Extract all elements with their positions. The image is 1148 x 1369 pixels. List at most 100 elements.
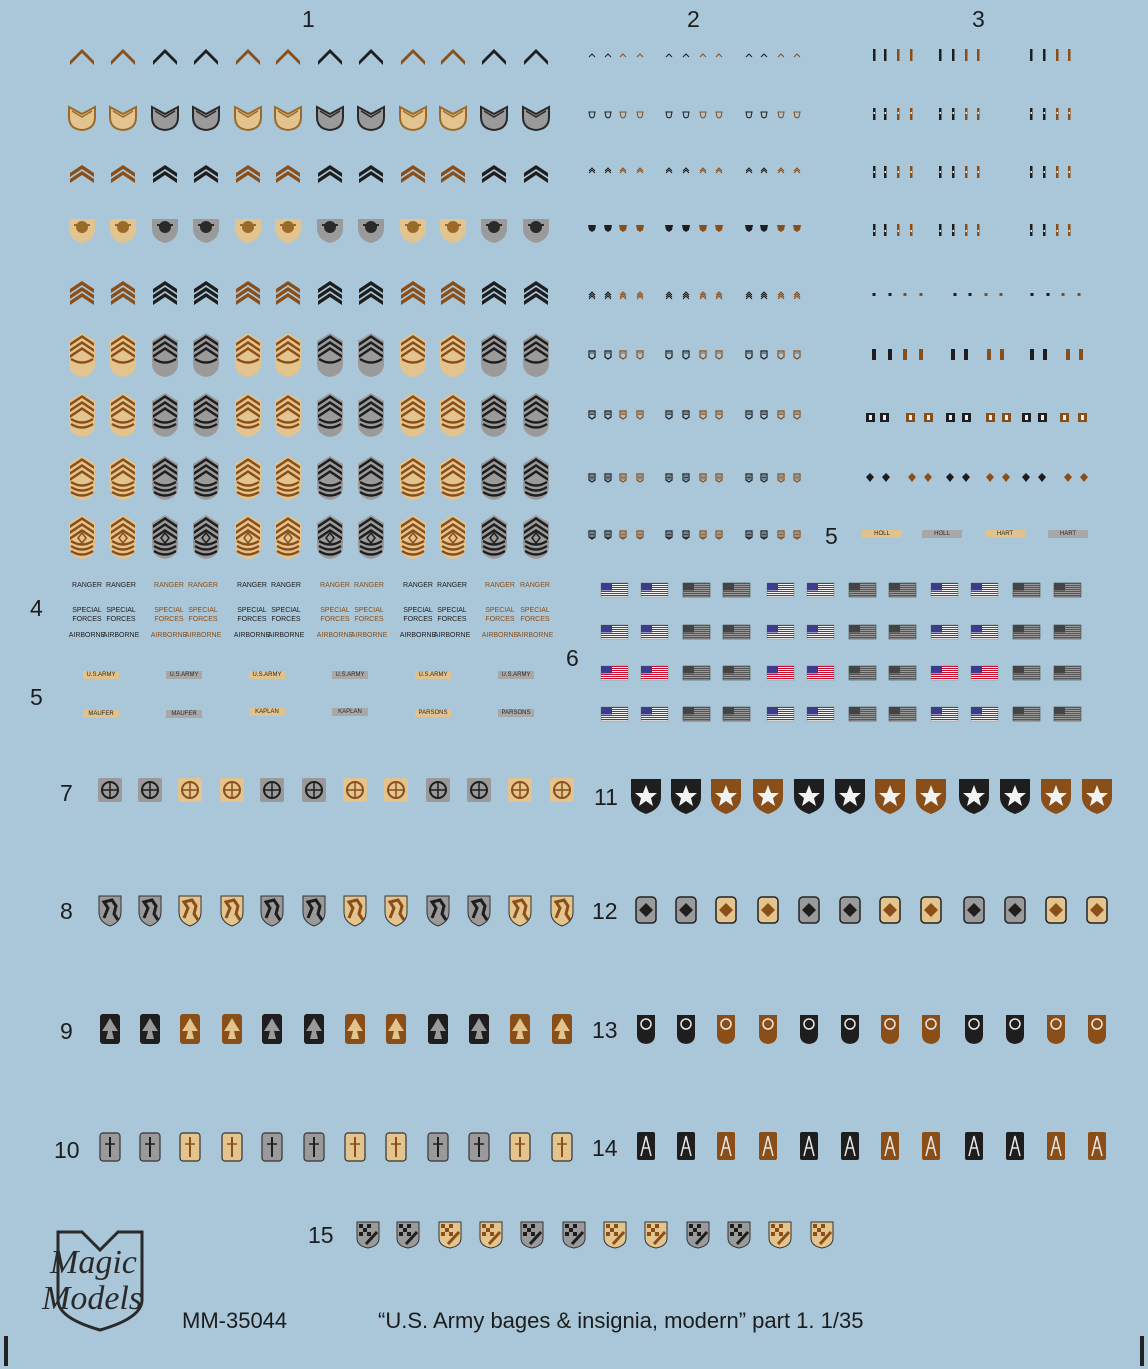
us-flag (888, 582, 917, 598)
logo-shield-outline (56, 1230, 144, 1332)
horse-shield-patch (508, 895, 532, 927)
bar-stripe (873, 112, 875, 114)
rank-insignia (152, 219, 178, 243)
rank-insignia (481, 456, 507, 500)
officer-bar (910, 49, 913, 61)
small-rank-insignia (682, 410, 690, 420)
horse-shield-patch (220, 895, 244, 927)
rank-insignia (440, 393, 466, 437)
tab-ranger: RANGER (437, 582, 467, 589)
horse-shield-patch (260, 895, 284, 927)
small-rank-insignia (682, 167, 690, 174)
officer-bar-large (872, 349, 876, 360)
arch-patch (1006, 1015, 1024, 1044)
small-rank-insignia (699, 350, 707, 360)
tab-airborne: AIRBORNE (68, 632, 106, 639)
small-rank-insignia (777, 53, 785, 58)
patches-section-12 (635, 896, 1108, 924)
section-number-13: 13 (592, 1017, 618, 1043)
bar-gap (949, 415, 952, 420)
rank-insignia (481, 333, 507, 377)
rank-insignia (276, 281, 300, 305)
us-flag (1012, 582, 1041, 598)
us-flag (970, 706, 999, 722)
bar-stripe (939, 171, 941, 173)
tab-special-forces: SPECIAL FORCES (354, 607, 384, 623)
fleur-patch (469, 1014, 489, 1044)
tab-ranger: RANGER (237, 582, 267, 589)
small-rank-insignia (760, 225, 768, 232)
arch-patch (1088, 1015, 1106, 1044)
small-rank-insignia (636, 410, 644, 420)
us-flag (640, 706, 669, 722)
tab-airborne: AIRBORNE (267, 632, 305, 639)
small-rank-insignia (777, 410, 785, 420)
star-shield-patch (1082, 779, 1112, 814)
rank-insignia (70, 281, 94, 305)
round-patch (178, 778, 202, 802)
small-rank-insignia (715, 410, 723, 420)
name-strip-usarmy: U.S.ARMY (415, 671, 451, 679)
small-rank-insignia (619, 410, 627, 420)
bar-stripe (1068, 230, 1070, 232)
bar-stripe (977, 230, 979, 232)
diamond-patch (879, 896, 901, 924)
small-rank-insignia (604, 167, 612, 174)
rank-insignia (441, 281, 465, 305)
rank-insignia (359, 165, 383, 183)
rank-insignia (152, 515, 178, 559)
tab-ranger: RANGER (485, 582, 515, 589)
small-rank-insignia (715, 111, 723, 119)
rank-insignia (192, 105, 220, 132)
us-flag (848, 706, 877, 722)
sword-patch (139, 1132, 161, 1162)
bar-stripe (977, 171, 979, 173)
sword-patch (385, 1132, 407, 1162)
arrow-patch (1006, 1132, 1024, 1160)
small-rank-insignia (604, 291, 612, 300)
horse-shield-patch (138, 895, 162, 927)
rank-insignia (275, 333, 301, 377)
tab-ranger: RANGER (154, 582, 184, 589)
us-flag (1053, 706, 1082, 722)
name-strip-holl: HOLL (862, 530, 902, 538)
section-number-12: 12 (592, 898, 618, 924)
arch-patch (800, 1015, 818, 1044)
fleur-patch (100, 1014, 120, 1044)
sword-patch (303, 1132, 325, 1162)
bar-stripe (884, 112, 886, 114)
rank-insignia (69, 219, 95, 243)
officer-bar (1068, 49, 1071, 61)
section-number-11: 11 (594, 784, 618, 810)
round-patch (508, 778, 532, 802)
small-rank-insignia (665, 291, 673, 300)
rank-insignia (235, 219, 261, 243)
us-flag (766, 706, 795, 722)
tab-airborne: AIRBORNE (399, 632, 437, 639)
rank-insignia (153, 281, 177, 305)
us-flag (766, 665, 795, 681)
us-flag (1012, 624, 1041, 640)
rank-insignia (235, 456, 261, 500)
small-rank-insignia (636, 291, 644, 300)
officer-bar (1030, 49, 1033, 61)
rank-insignia (235, 393, 261, 437)
arrow-patch (759, 1132, 777, 1160)
flags-section-6 (600, 582, 1082, 722)
us-flag (930, 706, 959, 722)
us-flag (640, 624, 669, 640)
rank-insignia (318, 165, 342, 183)
small-rank-insignia (760, 473, 768, 483)
name-strip-usarmy: U.S.ARMY (166, 671, 202, 679)
us-flag (600, 665, 629, 681)
bar-gap (909, 415, 912, 420)
rank-insignia (317, 393, 343, 437)
small-rank-insignia (745, 225, 753, 232)
officer-dot (1077, 293, 1081, 296)
bar-stripe (1043, 230, 1045, 232)
star-shield-patch (631, 779, 661, 814)
rank-insignia (110, 515, 136, 559)
rank-insignia (235, 333, 261, 377)
rank-insignia (316, 105, 344, 132)
officer-dot (1046, 293, 1050, 296)
